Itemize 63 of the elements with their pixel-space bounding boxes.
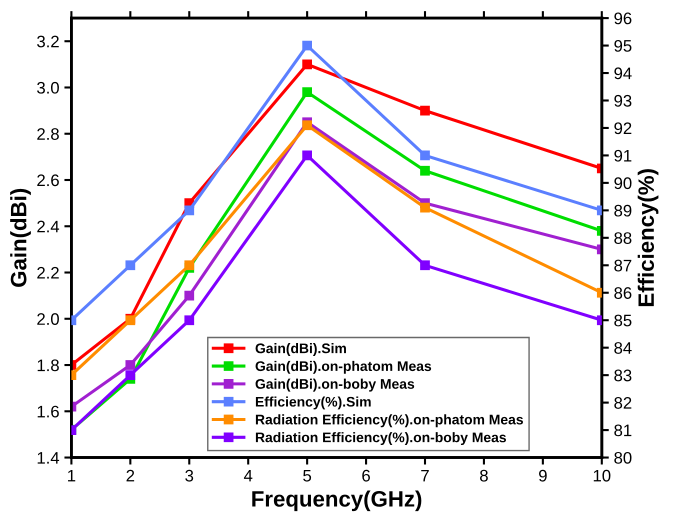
x-tick-label: 3	[185, 470, 194, 482]
x-tick-label: 1	[68, 470, 76, 482]
point	[184, 205, 194, 216]
y2-tick-label: 96	[614, 12, 632, 24]
point	[302, 59, 312, 70]
point	[302, 87, 312, 97]
legend-label: Gain(dBi).on-phatom Meas	[256, 360, 432, 374]
point	[420, 106, 430, 116]
y2-tick-label: 92	[614, 122, 632, 134]
y2-tick-label: 95	[614, 40, 632, 52]
point	[302, 120, 312, 130]
point	[302, 150, 312, 160]
y2-axis-title: Efficiency(%)	[638, 169, 658, 306]
point	[125, 360, 136, 370]
point	[420, 202, 430, 212]
y-tick-label: 2.0	[37, 313, 59, 325]
point	[420, 166, 430, 176]
point	[184, 315, 194, 326]
y2-tick-label: 84	[614, 342, 632, 354]
x-axis-title: Frequency(GHz)	[252, 490, 422, 512]
y-tick-label: 3.2	[37, 36, 59, 48]
y-tick-label: 1.6	[38, 406, 59, 418]
point	[420, 150, 430, 160]
x-tick-label: 5	[303, 470, 312, 482]
point	[302, 40, 312, 50]
x-tick-label: 2	[126, 470, 134, 482]
x-tick-label: 10	[594, 470, 610, 482]
x-tick-label: 9	[539, 470, 547, 482]
y2-tick-label: 80	[614, 452, 632, 464]
point	[184, 260, 194, 270]
y2-tick-label: 81	[614, 424, 632, 436]
y-tick-label: 2.8	[37, 128, 59, 140]
y-tick-label: 1.8	[38, 359, 59, 372]
y-tick-label: 2.6	[37, 174, 59, 186]
y2-tick-label: 86	[614, 287, 632, 299]
y2-tick-label: 82	[614, 397, 632, 409]
legend-label: Efficiency(%).Sim	[256, 396, 371, 410]
y2-tick-label: 93	[614, 94, 632, 107]
x-tick-label: 6	[362, 470, 370, 482]
y2-tick-label: 87	[614, 260, 632, 272]
y-tick-label: 2.2	[37, 266, 59, 279]
legend-label: Radiation Efficiency(%).on-boby Meas	[256, 432, 506, 446]
y2-tick-label: 90	[614, 177, 632, 190]
y-axis-title: Gain(dBi)	[10, 188, 31, 287]
point	[125, 260, 136, 270]
point	[420, 260, 430, 270]
y-tick-label: 2.4	[37, 220, 60, 232]
y2-tick-label: 89	[614, 204, 632, 217]
y-tick-label: 3.0	[37, 82, 59, 94]
y2-tick-label: 88	[614, 232, 632, 244]
x-tick-label: 8	[480, 470, 488, 482]
legend-label: Radiation Efficiency(%).on-phatom Meas	[256, 414, 523, 428]
y2-tick-label: 94	[614, 67, 632, 80]
x-tick-label: 7	[421, 470, 429, 482]
y2-tick-label: 83	[614, 370, 632, 382]
y2-tick-label: 91	[614, 150, 632, 162]
x-tick-label: 4	[244, 470, 252, 482]
legend-label: Gain(dBi).on-boby Meas	[256, 378, 414, 392]
legend-label: Gain(dBi).Sim	[256, 343, 346, 356]
point	[184, 290, 194, 301]
point	[125, 370, 136, 380]
y2-tick-label: 85	[614, 314, 632, 326]
y-tick-label: 1.4	[38, 452, 60, 464]
